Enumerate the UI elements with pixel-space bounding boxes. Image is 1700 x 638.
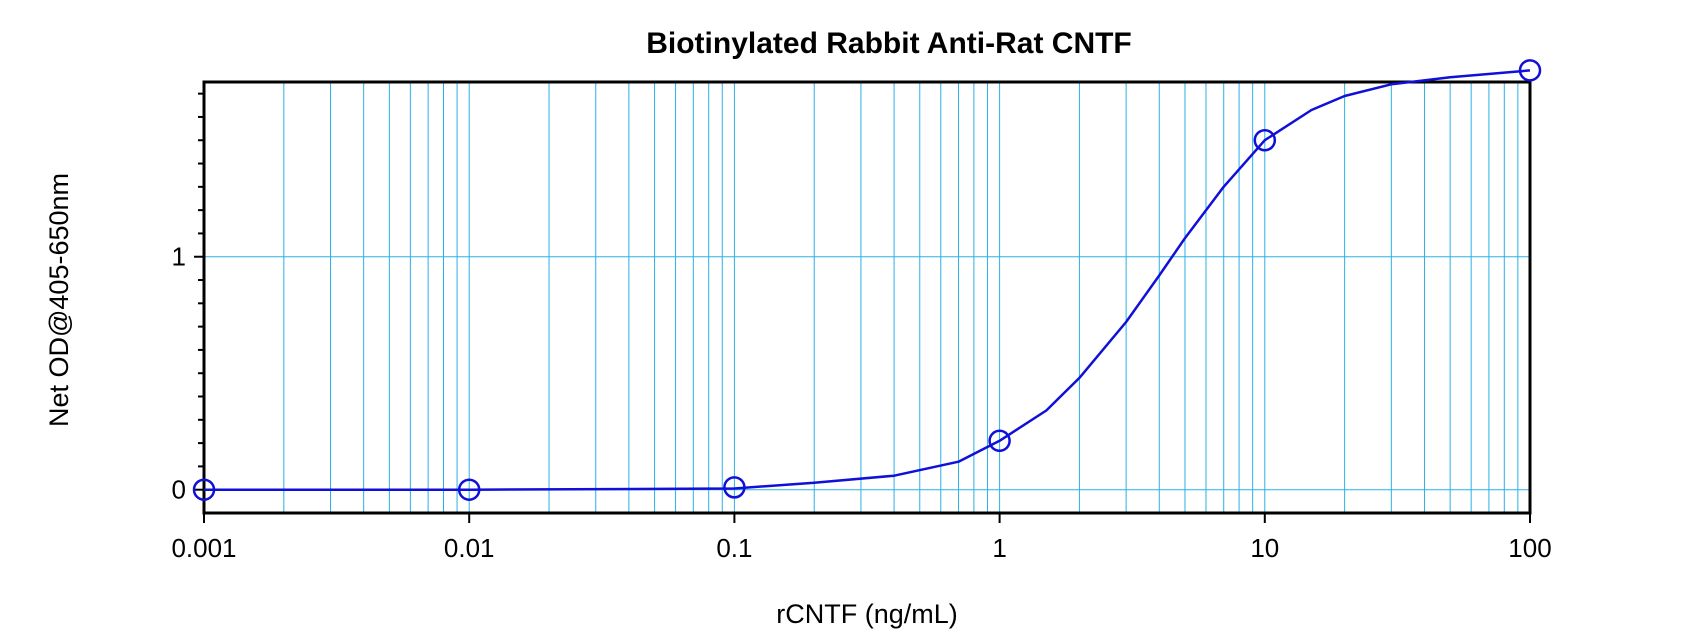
plot-frame (202, 80, 1532, 515)
data-point (988, 429, 1011, 453)
x-tick-label: 0.001 (171, 533, 236, 563)
y-tick-label: 1 (172, 242, 186, 272)
label-layer: 0.001 0.01 0.1 1 10 100 0 1 (171, 242, 1551, 563)
y-tick-label: 0 (172, 475, 186, 505)
curve-layer (204, 69, 1531, 491)
x-tick-label: 1 (992, 533, 1006, 563)
x-axis-label: rCNTF (ng/mL) (776, 599, 958, 629)
data-point (192, 478, 216, 501)
data-point (1518, 59, 1542, 82)
x-tick-label: 0.01 (444, 533, 495, 563)
axis-layer (194, 80, 1532, 523)
data-point (1253, 128, 1277, 152)
data-point (457, 478, 481, 501)
marker-layer (192, 59, 1542, 501)
x-tick-label: 0.1 (716, 533, 752, 563)
x-tick-label: 100 (1508, 533, 1551, 563)
chart-title: Biotinylated Rabbit Anti-Rat CNTF (646, 27, 1132, 60)
x-tick-label: 10 (1250, 533, 1279, 563)
fit-curve-line (204, 69, 1531, 491)
data-point (723, 476, 746, 499)
y-axis-label: Net OD@405-650nm (44, 173, 74, 427)
grid-layer (203, 82, 1530, 513)
